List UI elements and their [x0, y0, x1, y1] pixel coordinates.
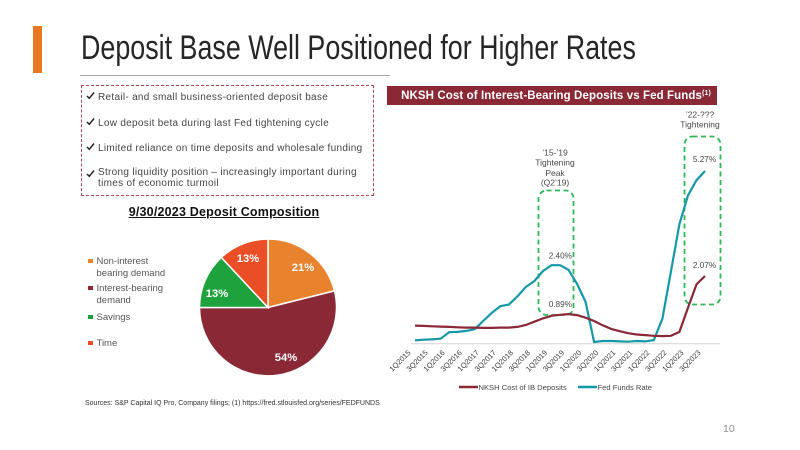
svg-text:2.07%: 2.07%	[693, 261, 716, 270]
svg-text:0.89%: 0.89%	[549, 300, 572, 309]
svg-text:’22-???: ’22-???	[686, 110, 715, 120]
svg-text:NKSH Cost of IB Deposits: NKSH Cost of IB Deposits	[479, 383, 567, 392]
svg-text:(Q2’19): (Q2’19)	[541, 178, 570, 188]
svg-text:Peak: Peak	[545, 168, 565, 178]
svg-text:21%: 21%	[292, 262, 314, 274]
svg-text:Fed Funds Rate: Fed Funds Rate	[598, 383, 652, 392]
svg-text:13%: 13%	[206, 288, 228, 300]
svg-text:13%: 13%	[237, 253, 259, 265]
svg-text:Tightening: Tightening	[535, 158, 575, 168]
svg-text:5.27%: 5.27%	[693, 155, 716, 164]
svg-text:Tightening: Tightening	[680, 120, 720, 130]
svg-text:’15-’19: ’15-’19	[542, 148, 568, 158]
svg-text:54%: 54%	[275, 352, 297, 364]
svg-text:2.40%: 2.40%	[549, 252, 572, 261]
